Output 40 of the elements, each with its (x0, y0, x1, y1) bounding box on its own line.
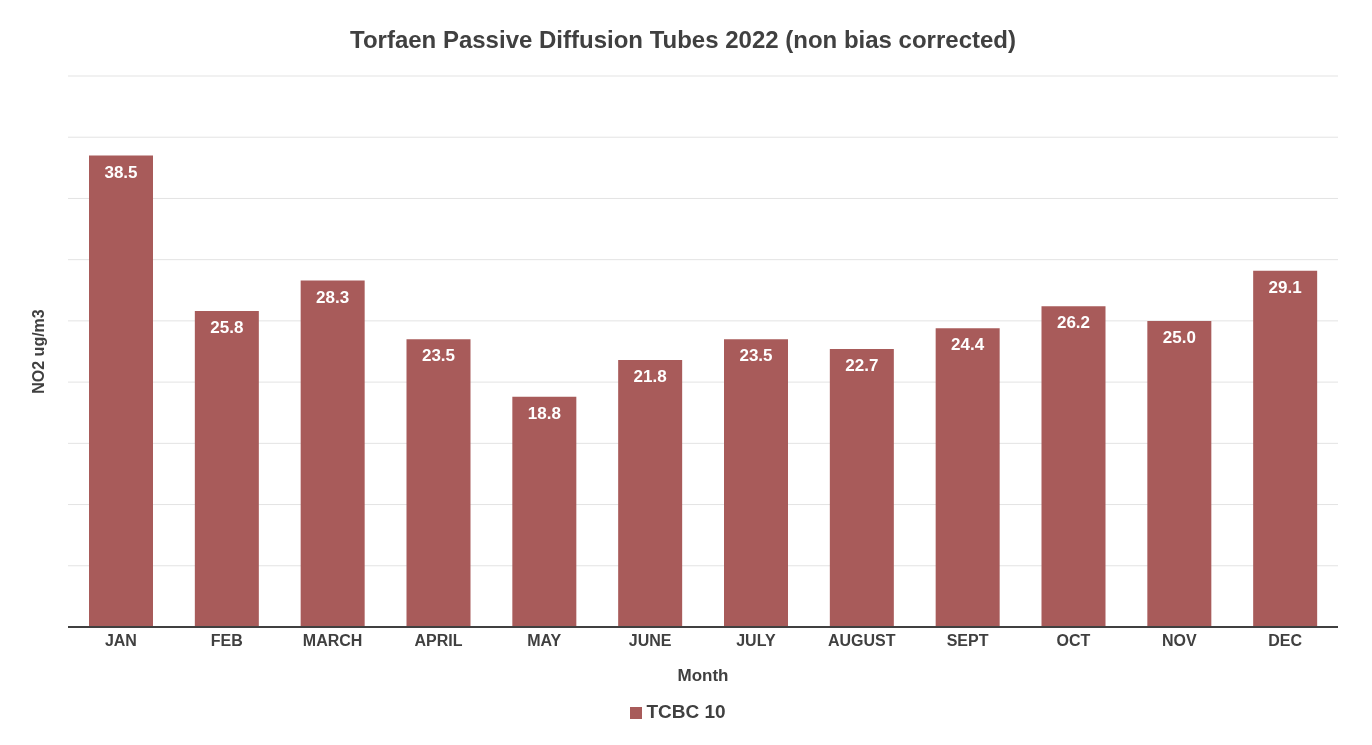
x-axis-title: Month (677, 666, 729, 685)
data-label: 23.5 (739, 346, 773, 366)
x-tick-label: JAN (104, 632, 137, 650)
data-label: 28.3 (316, 287, 350, 307)
x-tick-label: NOV (1161, 632, 1197, 650)
data-label: 21.8 (633, 367, 667, 387)
bar (935, 328, 1000, 627)
x-tick-label: SEPT (946, 632, 989, 650)
x-tick-label: MAY (527, 632, 562, 650)
bar (1253, 270, 1318, 627)
bar (618, 360, 683, 627)
bar (829, 349, 894, 627)
data-label: 22.7 (845, 356, 879, 376)
legend-label: TCBC 10 (646, 701, 726, 722)
x-tick-label: JUNE (628, 632, 672, 650)
bar (406, 339, 471, 627)
x-tick-label: AUGUST (827, 632, 896, 650)
bar (194, 311, 259, 627)
bar (89, 155, 153, 627)
data-label: 38.5 (104, 162, 138, 182)
bar (512, 396, 577, 627)
x-tick-label: OCT (1056, 632, 1091, 650)
chart-title: Torfaen Passive Diffusion Tubes 2022 (non bias corrected) (349, 25, 1017, 55)
x-tick-label: FEB (210, 632, 243, 650)
bar (724, 339, 788, 627)
data-label: 18.8 (527, 403, 561, 423)
data-label: 24.4 (951, 335, 985, 355)
data-label: 25.0 (1162, 327, 1196, 347)
x-tick-label: APRIL (414, 632, 463, 650)
bar (1041, 306, 1106, 627)
data-label: 23.5 (421, 346, 456, 366)
x-tick-label: DEC (1268, 632, 1303, 650)
bar (300, 280, 365, 627)
x-tick-label: JULY (736, 632, 776, 650)
data-label: 29.1 (1268, 277, 1302, 297)
data-label: 26.2 (1056, 313, 1091, 333)
x-tick-label: MARCH (302, 632, 363, 650)
y-axis-title: NO2 ug/m3 (29, 309, 47, 394)
data-label: 25.8 (210, 318, 244, 338)
bar (1147, 320, 1212, 627)
